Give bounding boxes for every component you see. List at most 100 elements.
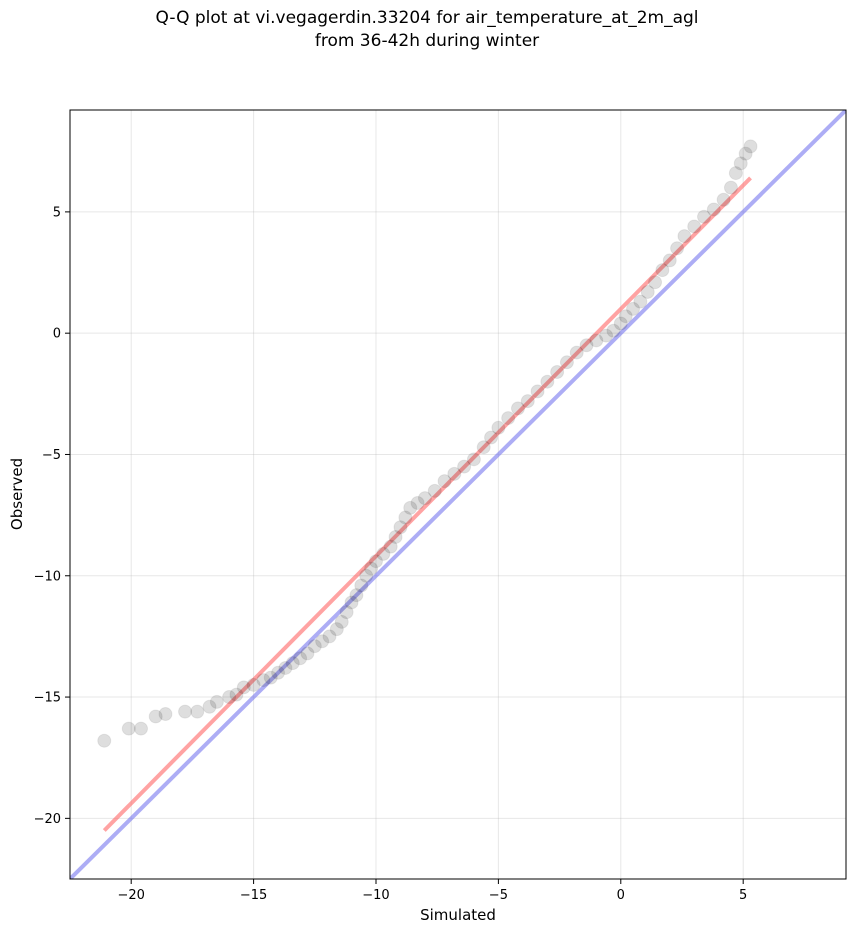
qq-point [349,588,364,603]
chart-title: Q-Q plot at vi.vegagerdin.33204 for air_… [155,8,699,28]
qq-point [403,500,418,515]
qq-point [550,364,565,379]
fit-line [102,176,752,832]
qq-point [190,704,205,719]
qq-point [743,139,758,154]
qq-point [339,605,354,620]
qq-point [728,166,743,181]
qq-point [437,474,452,489]
axis-ticks: −20 −15 −10 −5 0 5 −20 −15 −10 −5 0 5 [34,205,748,903]
qq-point [202,699,217,714]
qq-point [329,622,344,637]
qq-point [589,333,604,348]
qq-point [278,660,293,675]
x-tick-label: 5 [739,888,747,903]
qq-point [263,670,278,685]
qq-point [510,401,525,416]
qq-point [520,394,535,409]
qq-point [569,345,584,360]
qq-point [599,328,614,343]
x-axis-label: Simulated [420,906,496,924]
qq-point [148,709,163,724]
plot-frame [69,109,847,880]
qq-point [322,629,337,644]
qq-point [354,578,369,593]
y-tick-label: 5 [53,205,61,220]
qq-point [300,646,315,661]
qq-point [178,704,193,719]
qq-point [410,495,425,510]
qq-point [716,192,731,207]
qq-point [648,275,663,290]
qq-point [307,639,322,654]
qq-point [633,294,648,309]
qq-point [640,284,655,299]
qq-point [733,156,748,171]
qq-point [670,241,685,256]
qq-point [447,466,462,481]
qq-point [376,546,391,561]
x-tick-label: −5 [489,888,508,903]
qq-point [723,180,738,195]
x-tick-label: 0 [617,888,625,903]
y-axis-label: Observed [8,458,26,530]
qq-point [466,452,481,467]
qq-point [655,263,670,278]
x-tick-label: −10 [362,888,389,903]
qq-point [344,595,359,610]
qq-point [626,301,641,316]
qq-point [393,520,408,535]
qq-point [540,374,555,389]
qq-point [256,673,271,688]
qq-point [383,539,398,554]
qq-point [579,338,594,353]
qq-point [662,253,677,268]
y-tick-label: −10 [34,569,61,584]
qq-point [491,420,506,435]
chart-subtitle: from 36-42h during winter [314,31,540,51]
qq-point [618,309,633,324]
qq-point [222,690,237,705]
qq-point [398,510,413,525]
qq-point [606,323,621,338]
qq-point [285,656,300,671]
reference-lines [70,110,846,879]
qq-point [457,459,472,474]
qq-point [687,219,702,234]
qq-point [484,430,499,445]
identity-line [70,110,846,879]
qq-point [97,733,112,748]
qq-point [501,411,516,426]
qq-point [334,614,349,629]
qq-point [364,561,379,576]
qq-point [293,651,308,666]
qq-point [417,491,432,506]
qq-point [315,634,330,649]
qq-point [121,721,136,736]
x-tick-label: −20 [117,888,144,903]
qq-point [271,665,286,680]
qq-point [236,680,251,695]
qq-point [359,568,374,583]
y-tick-label: −15 [34,691,61,706]
qq-point [559,355,574,370]
qq-point [738,146,753,161]
data-points [97,139,758,748]
y-tick-label: −5 [42,448,61,463]
qq-point [427,483,442,498]
qq-point [246,677,261,692]
qq-point [706,202,721,217]
qq-point [677,229,692,244]
qq-point [388,529,403,544]
qq-point [613,316,628,331]
y-tick-label: 0 [53,327,61,342]
qq-point [697,209,712,224]
qq-point [133,721,148,736]
qq-point [209,694,224,709]
y-tick-label: −20 [34,812,61,827]
qq-point [158,707,173,722]
qq-point [476,440,491,455]
x-tick-label: −15 [240,888,267,903]
qq-point [229,687,244,702]
